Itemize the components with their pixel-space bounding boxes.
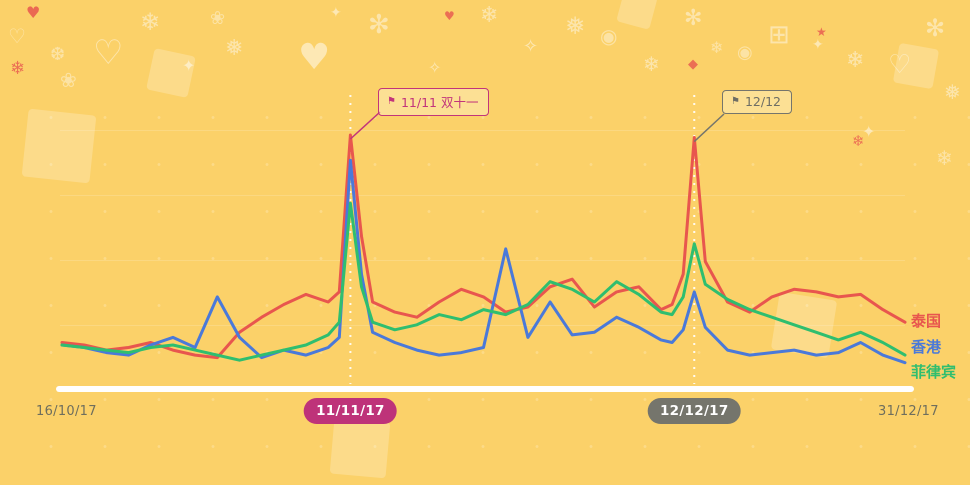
axis-label-end: 31/12/17 — [878, 404, 939, 419]
legend-thailand: 泰国 — [911, 312, 942, 330]
annotation-text: 12/12 — [744, 94, 781, 109]
annotation-1111: ⚑ 11/11 双十一 — [378, 88, 490, 116]
line-thailand — [60, 133, 907, 360]
gridline — [60, 130, 905, 131]
annotation-1212: ⚑ 12/12 — [722, 90, 792, 114]
flag-icon: ⚑ — [387, 96, 396, 107]
gridline — [60, 195, 905, 196]
date-badge-1212: 12/12/17 — [647, 398, 741, 424]
legend-philippines: 菲律宾 — [911, 363, 957, 381]
annotation-text: 11/11 双十一 — [400, 95, 479, 110]
annotation-connector-1212 — [693, 113, 725, 143]
legend-hongkong: 香港 — [911, 338, 942, 356]
x-axis-line — [56, 386, 914, 392]
line-philippines — [60, 201, 907, 362]
line-hongkong — [60, 158, 907, 365]
axis-label-start: 16/10/17 — [36, 404, 97, 419]
gridline — [60, 260, 905, 261]
date-badge-1111: 11/11/17 — [304, 398, 397, 424]
annotation-connector-1111 — [349, 111, 381, 140]
flag-icon: ⚑ — [731, 96, 740, 107]
gridline — [60, 325, 905, 326]
